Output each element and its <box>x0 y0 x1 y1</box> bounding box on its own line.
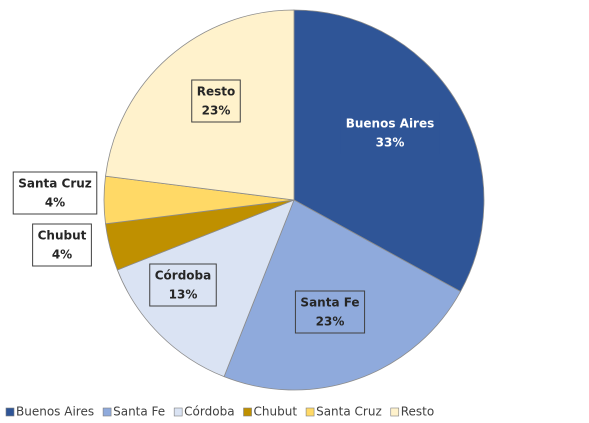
data-label: Resto 23% <box>191 79 241 123</box>
legend-label: Chubut <box>254 405 298 419</box>
legend-label: Resto <box>401 405 434 419</box>
data-label: Buenos Aires 33% <box>340 112 440 154</box>
label-box <box>191 79 241 123</box>
label-box <box>294 290 366 334</box>
legend-label: Santa Fe <box>113 405 165 419</box>
label-category: Santa Fe <box>300 296 359 310</box>
label-box <box>149 263 217 307</box>
label-box <box>32 223 92 267</box>
label-category: Córdoba <box>155 269 212 283</box>
legend-label: Buenos Aires <box>16 405 94 419</box>
legend-label: Santa Cruz <box>316 405 382 419</box>
legend-swatch <box>102 407 112 417</box>
label-box <box>340 112 440 154</box>
data-label: Chubut 4% <box>32 223 92 267</box>
legend-label: Córdoba <box>184 405 234 419</box>
data-label: Córdoba 13% <box>149 263 217 307</box>
data-label: Santa Fe 23% <box>294 290 366 334</box>
label-value: 23% <box>316 315 345 329</box>
label-category: Buenos Aires <box>346 117 435 131</box>
label-category: Chubut <box>38 229 87 243</box>
label-value: 13% <box>169 288 198 302</box>
legend-swatch <box>5 407 15 417</box>
legend-swatch <box>243 407 252 417</box>
label-category: Resto <box>197 85 236 99</box>
label-value: 4% <box>45 196 65 210</box>
legend-swatch <box>173 407 183 417</box>
legend-swatch <box>390 407 400 417</box>
label-value: 4% <box>52 248 72 262</box>
data-label: Santa Cruz 4% <box>12 171 98 215</box>
label-category: Santa Cruz <box>18 177 92 191</box>
legend-swatch <box>305 407 315 417</box>
label-value: 23% <box>202 104 231 118</box>
label-box <box>12 171 98 215</box>
label-value: 33% <box>376 136 405 150</box>
